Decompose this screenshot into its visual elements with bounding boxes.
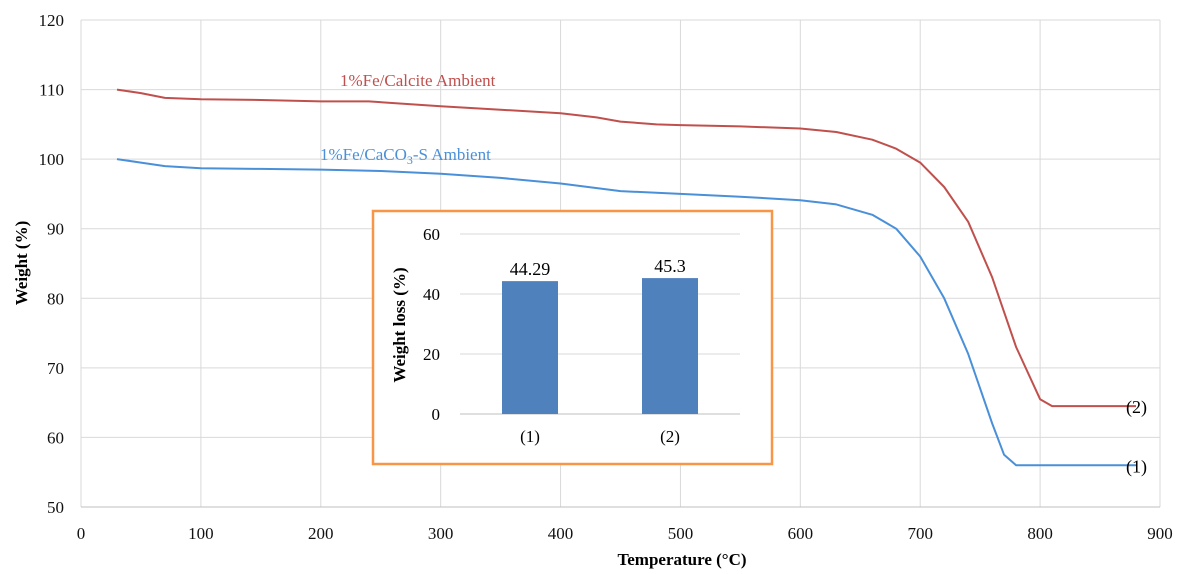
x-tick-label-100: 100	[188, 524, 214, 543]
y-tick-label-70: 70	[47, 359, 64, 378]
series-name-1-fe-caco3-s-ambient: 1%Fe/CaCO3-S Ambient	[320, 145, 491, 167]
y-tick-label-120: 120	[39, 11, 65, 30]
main-series-lines	[116, 88, 1136, 467]
inset-value-label-2: 45.3	[654, 256, 686, 276]
inset-y-tick-label-40: 40	[423, 285, 440, 304]
y-axis-title: Weight (%)	[12, 221, 31, 306]
y-tick-label-110: 110	[39, 81, 64, 100]
x-tick-label-300: 300	[428, 524, 454, 543]
y-tick-label-90: 90	[47, 220, 64, 239]
y-tick-label-80: 80	[47, 289, 64, 308]
inset-bar-chart: 0 20 40 60 44.29 (1) 45.3 (2) Weight loss (%)	[371, 209, 774, 466]
main-series-labels: 1%Fe/Calcite Ambient (2) 1%Fe/CaCO3-S Ambi…	[320, 71, 1147, 477]
y-tick-label-50: 50	[47, 498, 64, 517]
main-axes: 0 100 200 300 400 500 600 700 800 900506070809010…	[39, 11, 1173, 543]
inset-category-label-2: (2)	[660, 427, 680, 446]
inset-y-axis-title: Weight loss (%)	[390, 267, 409, 382]
inset-bar-2	[642, 278, 698, 414]
inset-bar-1	[502, 281, 558, 414]
x-axis-title: Temperature (°C)	[617, 550, 746, 569]
series-name-1-fe-calcite-ambient: 1%Fe/Calcite Ambient	[340, 71, 496, 90]
x-tick-label-0: 0	[77, 524, 86, 543]
series-line-1-fe-calcite-ambient	[116, 88, 1136, 408]
series-line-1-fe-caco3-s-ambient	[116, 158, 1136, 467]
inset-y-tick-label-20: 20	[423, 345, 440, 364]
x-tick-label-800: 800	[1027, 524, 1053, 543]
x-tick-label-900: 900	[1147, 524, 1173, 543]
y-tick-label-100: 100	[39, 150, 65, 169]
series-end-label-1: (1)	[1126, 456, 1147, 477]
y-tick-label-60: 60	[47, 428, 64, 447]
x-tick-label-500: 500	[668, 524, 694, 543]
inset-y-tick-label-0: 0	[432, 405, 441, 424]
inset-bars	[502, 278, 698, 414]
x-tick-label-200: 200	[308, 524, 334, 543]
inset-category-label-1: (1)	[520, 427, 540, 446]
inset-text: 0 20 40 60 44.29 (1) 45.3 (2)	[423, 225, 686, 446]
series-end-label-2: (2)	[1126, 397, 1147, 418]
x-tick-label-400: 400	[548, 524, 574, 543]
x-tick-label-700: 700	[907, 524, 933, 543]
inset-y-tick-label-60: 60	[423, 225, 440, 244]
inset-value-label-1: 44.29	[510, 259, 551, 279]
x-tick-label-600: 600	[788, 524, 814, 543]
inset-frame	[371, 209, 774, 466]
